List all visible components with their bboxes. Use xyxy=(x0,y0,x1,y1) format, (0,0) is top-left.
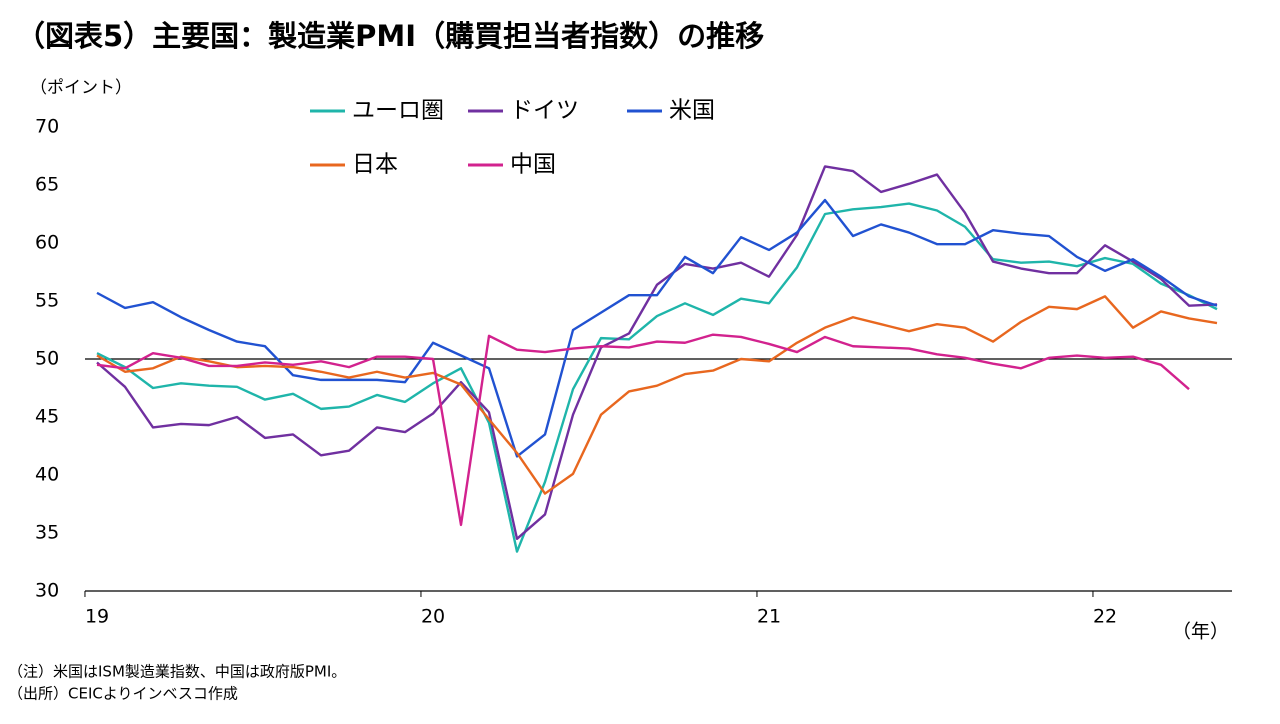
series-line xyxy=(96,202,1218,553)
legend-label: 日本 xyxy=(352,152,398,178)
y-tick-label: 70 xyxy=(35,116,59,138)
legend-label: ドイツ xyxy=(510,98,579,124)
chart-title: （図表5）主要国：製造業PMI（購買担当者指数）の推移 xyxy=(16,19,764,53)
y-tick-label: 50 xyxy=(35,348,59,370)
y-tick-label: 55 xyxy=(35,290,59,312)
series-line xyxy=(96,165,1218,540)
legend-label: 米国 xyxy=(669,98,715,124)
y-tick-label: 60 xyxy=(35,232,59,254)
legend-label: 中国 xyxy=(510,152,556,178)
series-line xyxy=(96,295,1218,495)
y-tick-label: 30 xyxy=(35,580,59,602)
series-line xyxy=(96,198,1218,458)
x-tick-label: 22 xyxy=(1093,606,1117,628)
y-tick-label: 45 xyxy=(35,406,59,428)
y-tick-label: 65 xyxy=(35,174,59,196)
series-line xyxy=(96,333,1190,527)
y-axis-label: （ポイント） xyxy=(30,78,132,98)
x-tick-label: 19 xyxy=(85,606,109,628)
x-tick-label: 20 xyxy=(421,606,445,628)
x-tick-label: 21 xyxy=(757,606,781,628)
note: （注）米国はISM製造業指数、中国は政府版PMI。 xyxy=(8,663,346,681)
legend-label: ユーロ圏 xyxy=(352,98,444,124)
note: （出所）CEICよりインベスコ作成 xyxy=(8,685,238,703)
y-tick-label: 35 xyxy=(35,522,59,544)
x-axis-label: （年） xyxy=(1172,621,1229,643)
y-tick-label: 40 xyxy=(35,464,59,486)
